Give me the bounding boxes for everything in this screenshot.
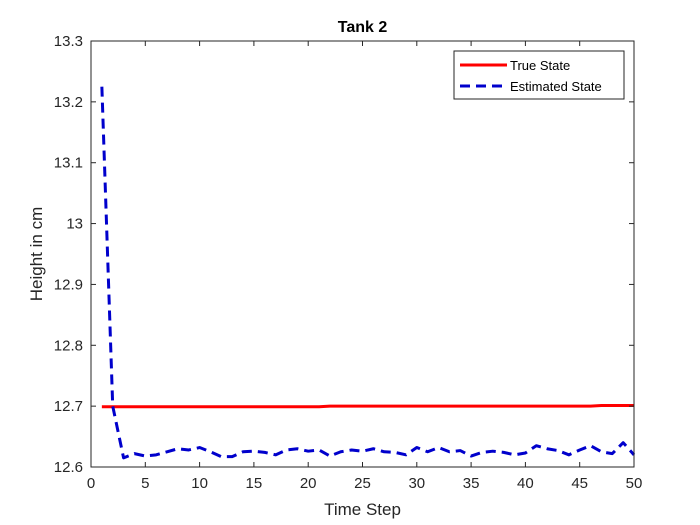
y-tick-label: 12.6 [54, 459, 83, 476]
legend-label-true-state: True State [510, 58, 570, 73]
x-tick-label: 10 [191, 475, 208, 492]
ticks-layer: 0 5 10 15 20 25 30 35 40 45 50 12.6 12.7 12.8 12.9 13 13… [54, 33, 643, 492]
series-layer [100, 86, 636, 460]
y-tick-label: 13 [66, 216, 83, 233]
x-tick-label: 0 [87, 475, 95, 492]
y-tick-label: 12.7 [54, 398, 83, 415]
x-tick-label: 45 [571, 475, 588, 492]
x-axis-label: Time Step [324, 500, 401, 519]
x-tick-label: 40 [517, 475, 534, 492]
x-tick-label: 30 [408, 475, 425, 492]
y-tick-label: 13.2 [54, 94, 83, 111]
y-axis-label: Height in cm [27, 207, 46, 301]
x-tick-label: 15 [246, 475, 263, 492]
plot-area [91, 41, 634, 467]
x-tick-label: 35 [463, 475, 480, 492]
y-tick-label: 12.8 [54, 337, 83, 354]
x-tick-label: 50 [626, 475, 643, 492]
y-tick-label: 12.9 [54, 276, 83, 293]
legend: True State Estimated State [453, 50, 625, 100]
y-tick-label: 13.3 [54, 33, 83, 50]
x-tick-label: 20 [300, 475, 317, 492]
y-tick-label: 13.1 [54, 155, 83, 172]
x-tick-label: 5 [141, 475, 149, 492]
chart-title: Tank 2 [338, 19, 388, 36]
series-line-estimated-state [100, 86, 636, 460]
x-tick-label: 25 [354, 475, 371, 492]
legend-label-estimated-state: Estimated State [510, 79, 602, 94]
legend-box [453, 50, 625, 100]
series-line-true-state [101, 404, 634, 409]
